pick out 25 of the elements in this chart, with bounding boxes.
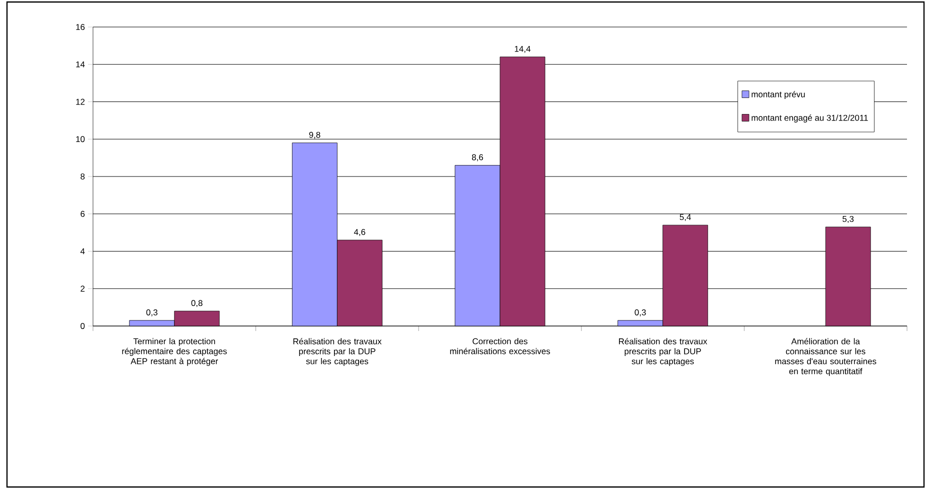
x-tick-label: Réalisation des travaux prescrits par la DUP sur les captages xyxy=(619,338,708,366)
data-label: 0,3 xyxy=(634,309,646,316)
data-label: 14,4 xyxy=(514,46,531,53)
y-tick-label: 6 xyxy=(80,210,85,217)
data-label: 5,3 xyxy=(842,216,854,223)
data-label: 8,6 xyxy=(472,154,484,162)
legend-label: montant prévu xyxy=(752,91,805,99)
y-tick-label: 16 xyxy=(76,24,85,30)
legend-label: montant engagé au 31/12/2011 xyxy=(752,114,868,122)
y-tick-label: 8 xyxy=(80,174,85,180)
data-label: 9,8 xyxy=(309,132,320,139)
x-tick-label: Correction des minéralisations excessives xyxy=(450,338,550,354)
data-label: 0,8 xyxy=(191,300,202,308)
y-tick-label: 4 xyxy=(80,248,85,254)
data-label: 5,4 xyxy=(680,214,691,222)
y-tick-label: 14 xyxy=(76,61,85,68)
x-tick-label: Réalisation des travaux prescrits par la DUP sur les captages xyxy=(293,338,382,366)
x-tick-label: Terminer la protection réglementaire des captages AEP restant à protéger xyxy=(122,338,227,366)
y-tick-label: 10 xyxy=(76,136,85,142)
y-tick-label: 0 xyxy=(80,323,85,329)
y-tick-label: 2 xyxy=(80,286,85,292)
x-tick-label: Amélioration de la connaissance sur les masses d'eau souterraines en terme quantitatif xyxy=(775,338,876,376)
data-label: 4,6 xyxy=(354,229,366,236)
y-tick-label: 12 xyxy=(76,98,85,105)
data-label: 0,3 xyxy=(146,309,158,316)
